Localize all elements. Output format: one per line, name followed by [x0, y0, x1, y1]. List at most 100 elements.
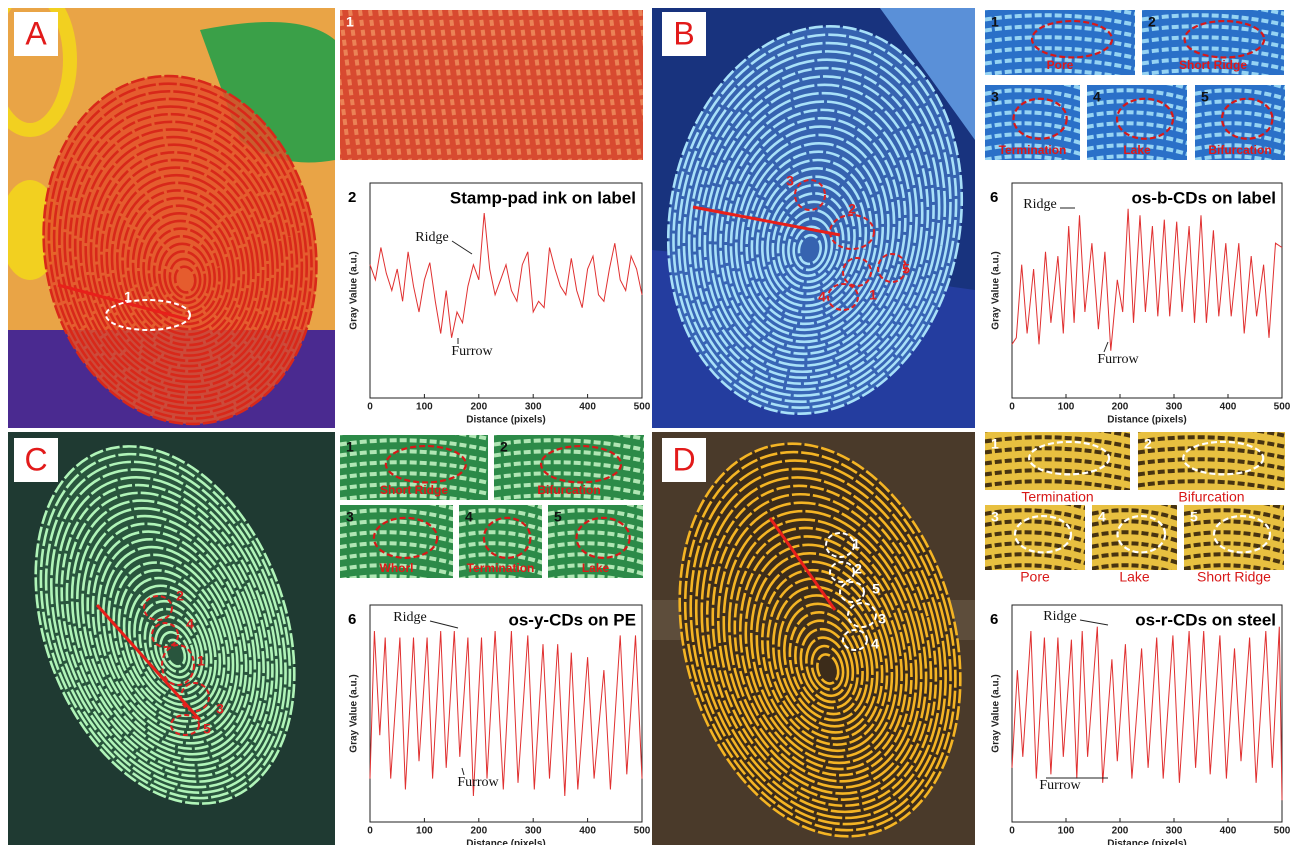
annotation: Ridge [1023, 197, 1056, 212]
inset-number: 4 [465, 509, 473, 525]
panel-number: 6 [990, 189, 998, 206]
chart-title: Stamp-pad ink on label [450, 188, 636, 207]
x-tick-label: 400 [579, 402, 596, 413]
minutia-number: 1 [197, 653, 205, 669]
inset-label: Short Ridge [1197, 569, 1271, 585]
minutia-number: 2 [848, 201, 856, 217]
x-tick-label: 100 [1058, 826, 1075, 837]
x-tick-label: 100 [416, 402, 433, 413]
x-tick-label: 300 [525, 402, 542, 413]
x-tick-label: 200 [470, 826, 487, 837]
chart-title: os-r-CDs on steel [1135, 610, 1276, 629]
annotation: Furrow [451, 344, 493, 359]
inset-label: Pore [1020, 569, 1050, 585]
inset-label: Short Ridge [1179, 58, 1247, 72]
x-tick-label: 300 [1166, 826, 1183, 837]
inset-label: Lake [582, 561, 610, 575]
y-axis-label: Gray Value (a.u.) [991, 251, 1002, 329]
inset-number: 5 [554, 509, 562, 525]
figure: 1 A 1 3 2 5 4 1 B 1 Pore 2 Short Ridge 3 Termination 4 L… [0, 0, 1292, 845]
x-tick-label: 400 [579, 826, 596, 837]
panel-letter: B [673, 15, 694, 51]
inset-number: 1 [346, 14, 354, 30]
panel-number: 6 [348, 611, 356, 628]
minutia-number: 2 [176, 588, 184, 604]
annotation: Furrow [1097, 352, 1139, 367]
y-axis-label: Gray Value (a.u.) [349, 674, 360, 752]
x-tick-label: 0 [1009, 826, 1015, 837]
photo: 1 [0, 0, 343, 446]
inset-number: 2 [500, 439, 508, 455]
inset-label: Termination [1021, 489, 1093, 505]
minutia-number: 3 [786, 173, 794, 189]
chart-title: os-y-CDs on PE [508, 610, 636, 629]
y-axis-label: Gray Value (a.u.) [991, 674, 1002, 752]
x-tick-label: 100 [1058, 402, 1075, 413]
x-tick-label: 100 [416, 826, 433, 837]
x-tick-label: 200 [1112, 402, 1129, 413]
minutia-number: 1 [869, 287, 877, 303]
annotation: Ridge [415, 230, 448, 245]
inset-label: Short Ridge [380, 483, 448, 497]
x-tick-label: 500 [1274, 826, 1291, 837]
inset-number: 4 [1093, 89, 1101, 105]
x-tick-label: 0 [367, 402, 373, 413]
x-axis-label: Distance (pixels) [466, 415, 545, 426]
minutia-number: 3 [878, 611, 886, 627]
x-tick-label: 500 [634, 402, 651, 413]
minutia-number: 1 [124, 289, 132, 305]
minutia-number: 3 [216, 701, 224, 717]
inset-label: Pore [1047, 58, 1074, 72]
inset-label: Lake [1123, 143, 1151, 157]
x-tick-label: 200 [470, 402, 487, 413]
inset-number: 3 [346, 509, 354, 525]
inset-label: Whorl [380, 561, 414, 575]
x-axis-label: Distance (pixels) [1107, 415, 1186, 426]
minutia-number: 5 [902, 261, 910, 277]
x-axis-label: Distance (pixels) [1107, 839, 1186, 845]
x-tick-label: 500 [634, 826, 651, 837]
inset-number: 3 [991, 89, 999, 105]
inset-number: 2 [1148, 14, 1156, 30]
inset-number: 3 [991, 509, 999, 525]
inset-number: 1 [991, 436, 999, 452]
inset-number: 1 [991, 14, 999, 30]
minutia-number: 5 [203, 721, 211, 737]
minutia-number: 4 [818, 289, 826, 305]
inset-label: Termination [467, 561, 535, 575]
chart-title: os-b-CDs on label [1131, 188, 1276, 207]
panel-letter: C [24, 441, 47, 477]
photo: 3 2 5 4 1 [638, 3, 991, 437]
minutia-number: 4 [186, 616, 194, 632]
minutia-number: 4 [871, 636, 879, 652]
panel-letter: A [25, 15, 47, 51]
x-tick-label: 300 [525, 826, 542, 837]
plot-frame [370, 605, 642, 822]
inset-number: 4 [1098, 509, 1106, 525]
inset-label: Lake [1119, 569, 1150, 585]
inset-label: Bifurcation [1178, 489, 1244, 505]
y-axis-label: Gray Value (a.u.) [349, 251, 360, 329]
inset-number: 2 [1144, 436, 1152, 452]
x-tick-label: 0 [367, 826, 373, 837]
annotation: Furrow [1039, 778, 1081, 793]
inset-number: 5 [1190, 509, 1198, 525]
x-axis-label: Distance (pixels) [466, 839, 545, 845]
annotation: Furrow [457, 775, 499, 790]
x-tick-label: 0 [1009, 402, 1015, 413]
x-tick-label: 400 [1220, 402, 1237, 413]
x-tick-label: 300 [1166, 402, 1183, 413]
minutia-number: 1 [852, 536, 860, 552]
minutia-number: 2 [854, 561, 862, 577]
plot-frame [370, 183, 642, 398]
inset-number: 5 [1201, 89, 1209, 105]
panel-letter: D [672, 441, 695, 477]
inset-number: 1 [346, 439, 354, 455]
inset-label: Bifurcation [537, 483, 600, 497]
x-tick-label: 200 [1112, 826, 1129, 837]
annotation: Ridge [393, 610, 426, 625]
panel-number: 6 [990, 611, 998, 628]
inset-label: Bifurcation [1208, 143, 1271, 157]
x-tick-label: 400 [1220, 826, 1237, 837]
panel-number: 2 [348, 189, 356, 206]
